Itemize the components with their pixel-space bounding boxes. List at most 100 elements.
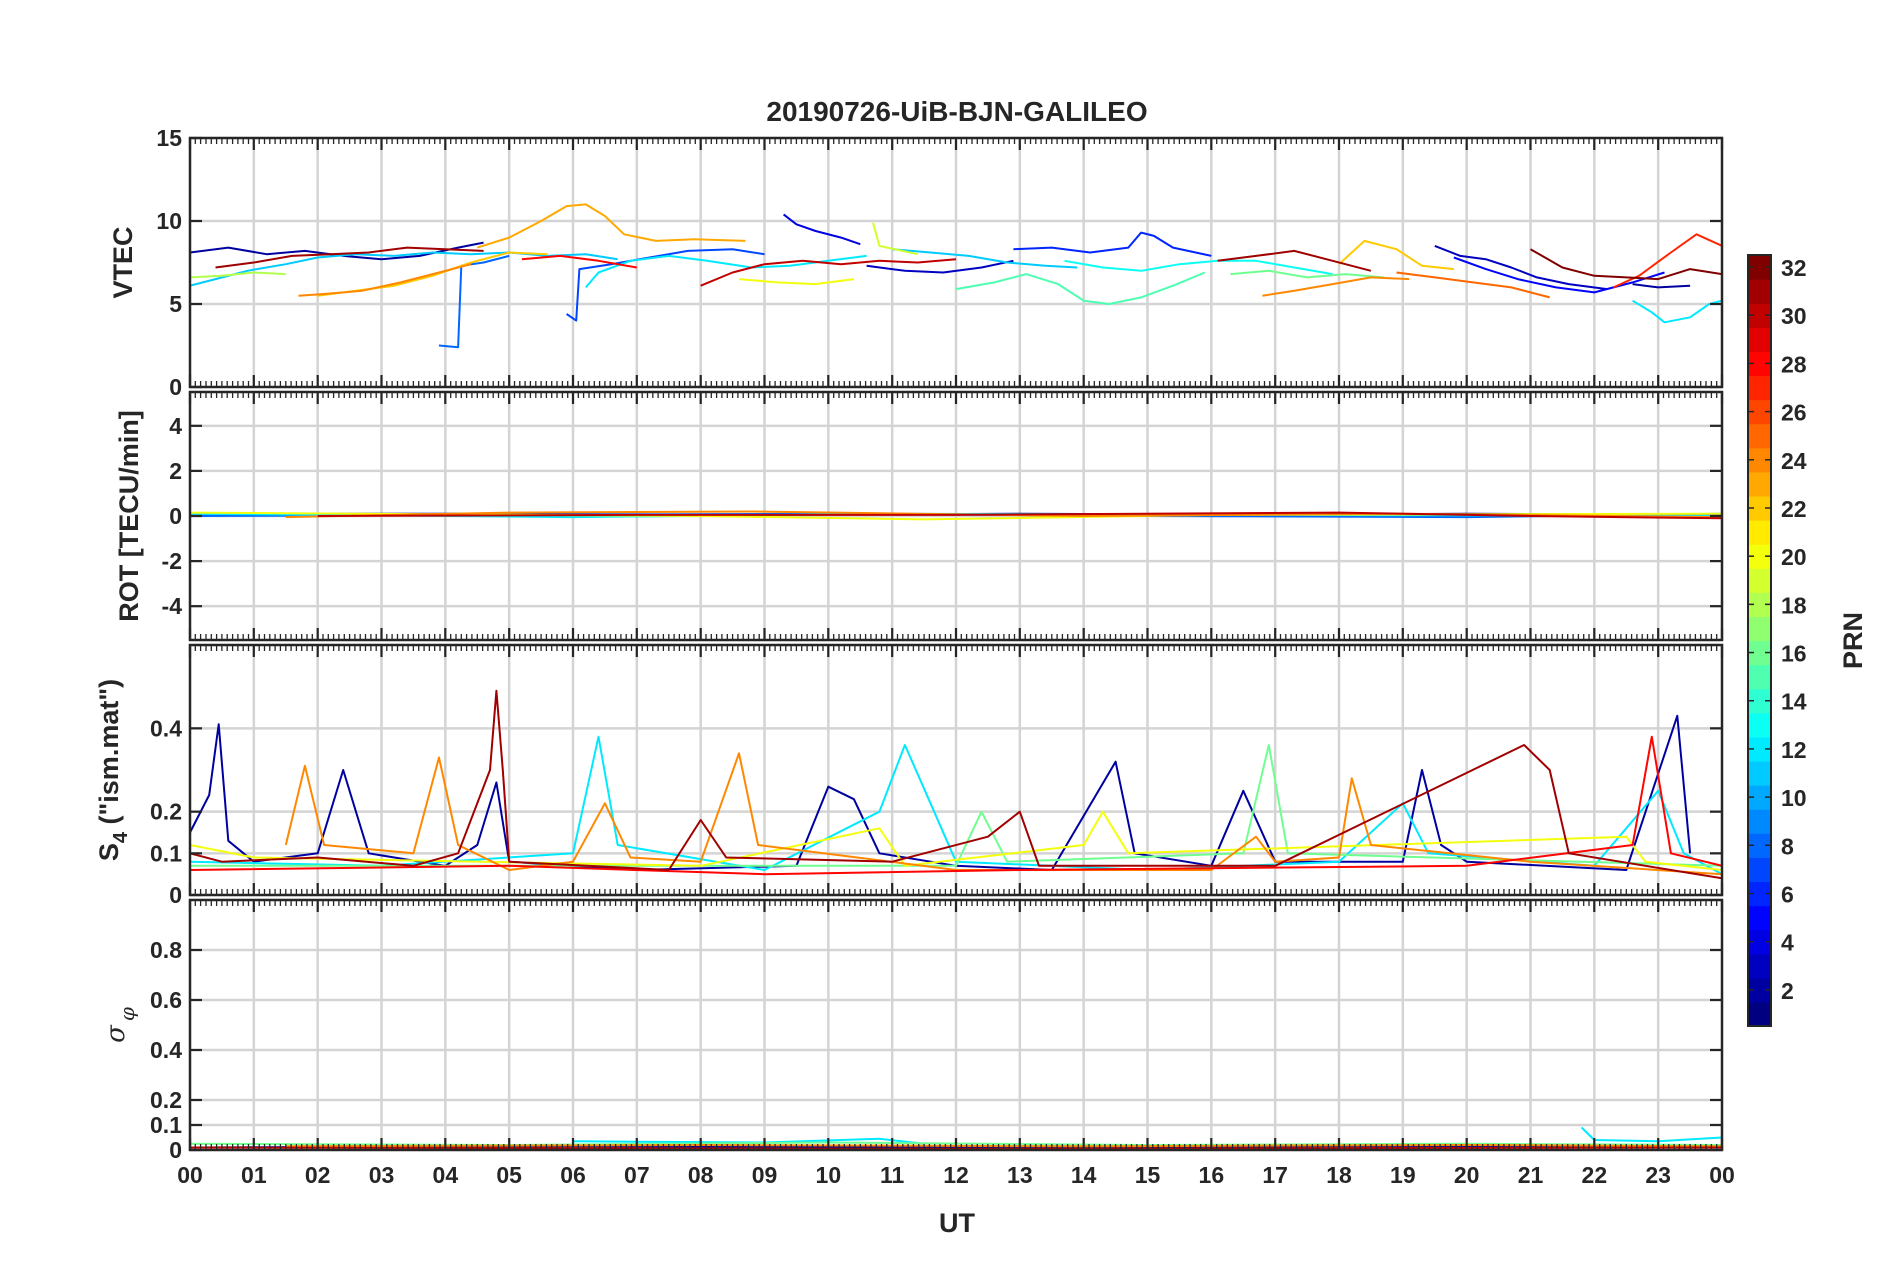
x-tick-label: 13 [1007,1162,1033,1188]
colorbar-tick-label: 2 [1781,978,1794,1004]
colorbar-swatch [1748,375,1771,401]
series-line-prn-5 [1453,256,1665,294]
series-group [190,203,1722,349]
series-line-prn-16 [1230,269,1384,279]
y-tick-label: 5 [169,291,182,317]
colorbar-swatch [1748,760,1771,786]
x-tick-label: 19 [1390,1162,1416,1188]
series-line-prn-15 [955,271,1206,305]
colorbar-swatch [1748,351,1771,377]
series-line-prn-6 [1013,231,1212,257]
colorbar-swatch [1748,664,1771,690]
colorbar-tick-label: 22 [1781,496,1807,522]
colorbar-swatch [1748,953,1771,979]
colorbar-label: PRN [1838,612,1868,669]
colorbar-swatch [1748,905,1771,931]
series-line-prn-4 [782,213,861,246]
series-line-prn-25 [1396,271,1550,299]
colorbar-swatch [1748,929,1771,955]
colorbar-tick-label: 24 [1781,448,1807,474]
series-line-prn-12 [190,735,1722,876]
x-tick-label: 15 [1135,1162,1161,1188]
x-tick-label: 23 [1645,1162,1671,1188]
colorbar-swatch [1748,544,1771,569]
x-tick-label: 01 [241,1162,267,1188]
major-ticks [188,392,1724,640]
major-ticks [188,645,1724,895]
colorbar-swatch [1748,881,1771,907]
x-tick-label: 11 [880,1162,905,1188]
series-line-prn-19 [872,222,918,256]
series-group [190,689,1722,880]
x-tick-label: 20 [1454,1162,1480,1188]
y-tick-label: 0.2 [150,1087,182,1113]
x-tick-label: 10 [816,1162,842,1188]
chart-title: 20190726-UiB-BJN-GALILEO [766,96,1147,127]
y-tick-label: 0.1 [150,1112,182,1138]
series-line-prn-27 [1613,233,1722,289]
y-tick-label: 0 [169,374,182,400]
series-group [190,510,1722,521]
colorbar-swatch [1748,568,1771,593]
series-line-prn-30 [317,511,1722,520]
series-line-prn-13 [1064,259,1333,276]
y-axis-label: S4 ("ism.mat") [94,679,132,861]
colorbar-swatch [1748,977,1771,1003]
colorbar-swatch [1748,495,1771,521]
y-tick-label: 15 [156,125,182,151]
series-line-prn-16 [190,744,1722,867]
colorbar-swatch [1748,736,1771,762]
colorbar-tick-label: 16 [1781,641,1807,667]
y-tick-label: 0.6 [150,987,182,1013]
y-tick-label: -2 [162,548,182,574]
x-tick-label: 03 [369,1162,395,1188]
panel-s4: 0 0.1 0.2 0.4 S4 ("ism.mat") [94,643,1724,908]
series-line-prn-2 [190,714,1692,871]
series-line-prn-11 [190,251,618,287]
colorbar-tick-label: 12 [1781,737,1807,763]
series-line-prn-31 [190,689,1722,880]
y-tick-label: 0 [169,1137,182,1163]
colorbar-swatch [1748,327,1771,352]
series-line-prn-28 [190,735,1722,876]
colorbar-swatch [1748,520,1771,545]
colorbar-tick-label: 20 [1781,544,1807,570]
series-line-prn-23 [477,203,746,249]
x-tick-label: 00 [177,1162,203,1188]
panel-sigma_phi: 00.10.2 0.4 0.6 0.8 σφ 00 01 02 03 04 05 06 07 08 09 10… [101,898,1735,1188]
colorbar-swatch [1748,785,1771,810]
y-axis-label: VTEC [108,226,138,298]
colorbar-swatch [1748,303,1771,328]
major-ticks [188,900,1724,1150]
colorbar-swatch [1748,712,1771,738]
x-tick-label: 07 [624,1162,650,1188]
colorbar-tick-label: 14 [1781,689,1807,715]
y-tick-label: 2 [169,458,182,484]
y-tick-label: -4 [162,593,183,619]
series-line-prn-12 [1580,1126,1722,1143]
colorbar-tick-label: 32 [1781,255,1807,281]
colorbar-swatch [1748,857,1771,883]
x-tick-label: 08 [688,1162,714,1188]
panel-vtec: 0 5 10 15 VTEC [108,125,1724,400]
colorbar-tick-label: 28 [1781,351,1807,377]
colorbar-tick-label: 8 [1781,833,1794,859]
colorbar-swatch [1748,809,1771,834]
series-line-prn-28 [521,254,637,269]
series-line-prn-30 [700,258,957,287]
colorbar-swatch [1748,616,1771,642]
colorbar-swatch [1748,279,1771,304]
colorbar-swatch [1748,423,1771,449]
x-tick-label: 18 [1326,1162,1352,1188]
panel-rot: -4 -2 0 2 4 ROT [TECU/min] [114,390,1724,642]
major-ticks [188,138,1724,387]
y-tick-label: 10 [156,208,182,234]
series-line-prn-20 [738,278,855,286]
series-line-prn-18 [190,271,286,279]
x-tick-label: 22 [1582,1162,1608,1188]
x-axis-label: UT [939,1208,975,1238]
colorbar-swatch [1748,688,1771,714]
y-tick-label: 0 [169,503,182,529]
